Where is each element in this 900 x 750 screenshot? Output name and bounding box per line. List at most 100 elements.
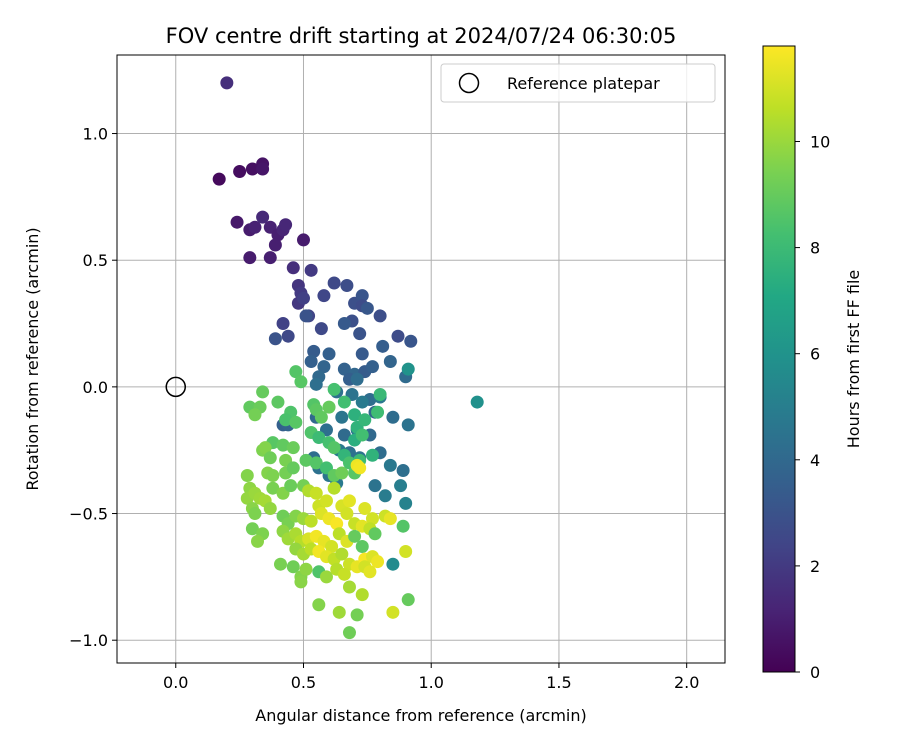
data-point (279, 218, 293, 232)
data-point (401, 418, 415, 432)
data-point (273, 557, 287, 571)
data-point (296, 233, 310, 247)
data-point (340, 507, 354, 521)
data-point (335, 466, 349, 480)
data-point (220, 76, 234, 90)
data-point (289, 415, 303, 429)
data-point (368, 479, 382, 493)
data-point (322, 347, 336, 361)
data-point (266, 469, 280, 483)
colorbar-tick-label: 8 (810, 239, 820, 258)
data-point (309, 486, 323, 500)
data-point (286, 261, 300, 275)
data-point (386, 605, 400, 619)
x-tick-label: 2.0 (674, 673, 699, 692)
data-point (248, 507, 262, 521)
colorbar-tick-label: 6 (810, 345, 820, 364)
data-point (286, 461, 300, 475)
legend-box (440, 63, 716, 103)
data-point (299, 309, 313, 323)
x-tick-label: 1.5 (546, 673, 571, 692)
x-axis-label: Angular distance from reference (arcmin) (255, 706, 586, 725)
x-tick-label: 0.5 (291, 673, 316, 692)
data-point (396, 519, 410, 533)
data-point (365, 360, 379, 374)
data-point (286, 441, 300, 455)
data-point (256, 210, 270, 224)
data-point (314, 322, 328, 336)
colorbar-tick-label: 10 (810, 132, 830, 151)
data-point (355, 428, 369, 442)
data-point (245, 522, 259, 536)
data-point (399, 496, 413, 510)
data-point (317, 289, 331, 303)
data-point (350, 372, 364, 386)
colorbar-label: Hours from first FF file (844, 270, 863, 449)
data-point (327, 382, 341, 396)
data-point (263, 451, 277, 465)
x-tick-label: 1.0 (418, 673, 443, 692)
data-point (304, 355, 318, 369)
data-point (299, 453, 313, 467)
y-tick-label: 1.0 (83, 125, 108, 144)
data-point (212, 172, 226, 186)
data-point (365, 448, 379, 462)
data-point (353, 461, 367, 475)
data-point (368, 527, 382, 541)
data-point (355, 347, 369, 361)
data-point (299, 562, 313, 576)
legend-entry-reference-platepar: Reference platepar (507, 74, 660, 93)
data-point (376, 339, 390, 353)
data-point (348, 408, 362, 422)
data-point (319, 570, 333, 584)
data-point (276, 317, 290, 331)
legend: Reference platepar (440, 63, 716, 103)
y-axis-label: Rotation from reference (arcmin) (23, 227, 42, 490)
legend-open-circle-marker (458, 72, 480, 94)
data-point (365, 512, 379, 526)
data-point (340, 279, 354, 293)
data-point (271, 395, 285, 409)
colorbar-tick-label: 0 (810, 663, 820, 682)
reference-platepar-marker (165, 376, 187, 398)
data-point (353, 327, 367, 341)
data-point (312, 431, 326, 445)
data-point (394, 479, 408, 493)
data-point (373, 309, 387, 323)
data-point (383, 458, 397, 472)
data-point (335, 410, 349, 424)
data-point (248, 408, 262, 422)
data-point (371, 405, 385, 419)
data-point (335, 547, 349, 561)
data-point (279, 413, 293, 427)
data-point (317, 360, 331, 374)
data-point (233, 165, 247, 179)
data-point (314, 410, 328, 424)
data-point (396, 463, 410, 477)
data-point (258, 441, 272, 455)
data-point (337, 362, 351, 376)
y-tick-label: 0.5 (83, 251, 108, 270)
y-axis-ticks: −1.0 −0.5 0.0 0.5 1.0 (69, 125, 117, 650)
data-point (325, 539, 339, 553)
data-point (266, 481, 280, 495)
data-point (363, 565, 377, 579)
data-point (337, 317, 351, 331)
x-axis-ticks: 0.0 0.5 1.0 1.5 2.0 (163, 663, 699, 692)
data-point (378, 489, 392, 503)
data-point (358, 413, 372, 427)
data-point (332, 605, 346, 619)
data-point (263, 251, 277, 265)
colorbar-ticks: 0 2 4 6 8 10 (795, 132, 830, 682)
data-point (245, 162, 259, 176)
data-point (281, 329, 295, 343)
data-point (309, 377, 323, 391)
data-point (342, 626, 356, 640)
data-point (383, 355, 397, 369)
data-point (230, 215, 244, 229)
data-point (358, 501, 372, 515)
data-point (304, 263, 318, 277)
reference-marker-layer (165, 376, 187, 398)
